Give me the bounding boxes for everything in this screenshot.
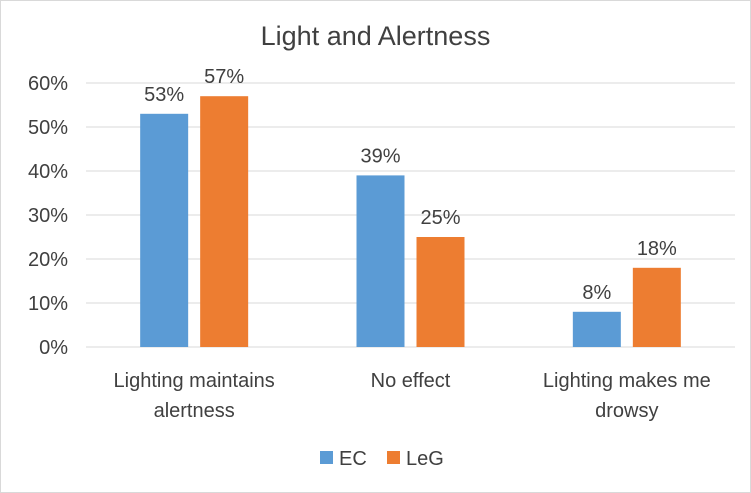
category-label: Lighting makes me <box>543 370 711 392</box>
legend-label: EC <box>339 448 367 470</box>
data-label: 39% <box>360 145 400 167</box>
category-label: alertness <box>154 400 235 422</box>
data-label: 57% <box>204 66 244 88</box>
data-label: 25% <box>420 207 460 229</box>
y-tick-label: 0% <box>39 337 68 359</box>
y-tick-label: 20% <box>28 249 68 271</box>
category-label: drowsy <box>595 400 658 422</box>
bars <box>140 96 681 347</box>
bar-ec-0 <box>140 113 189 347</box>
bar-leg-1 <box>416 237 465 347</box>
y-tick-label: 40% <box>28 161 68 183</box>
bar-ec-1 <box>356 175 405 347</box>
legend: EC LeG <box>320 448 444 470</box>
bar-ec-2 <box>572 311 621 347</box>
y-axis-ticks: 0% 10% 20% 30% 40% 50% 60% <box>28 73 68 359</box>
data-label: 8% <box>582 282 611 304</box>
category-label: No effect <box>371 370 451 392</box>
y-tick-label: 10% <box>28 293 68 315</box>
legend-swatch-ec <box>320 451 333 464</box>
gridlines <box>86 82 735 348</box>
data-label: 53% <box>144 84 184 106</box>
bar-leg-0 <box>200 96 249 347</box>
y-tick-label: 50% <box>28 117 68 139</box>
category-label: Lighting maintains <box>114 370 275 392</box>
data-label: 18% <box>637 238 677 260</box>
legend-label: LeG <box>406 448 444 470</box>
y-tick-label: 30% <box>28 205 68 227</box>
bar-leg-2 <box>632 267 681 347</box>
chart-title: Light and Alertness <box>261 21 491 51</box>
legend-swatch-leg <box>387 451 400 464</box>
y-tick-label: 60% <box>28 73 68 95</box>
x-axis-categories: Lighting maintains alertness No effect Ligh… <box>114 370 711 422</box>
data-labels: 53% 39% 8% 57% 25% 18% <box>144 66 677 304</box>
